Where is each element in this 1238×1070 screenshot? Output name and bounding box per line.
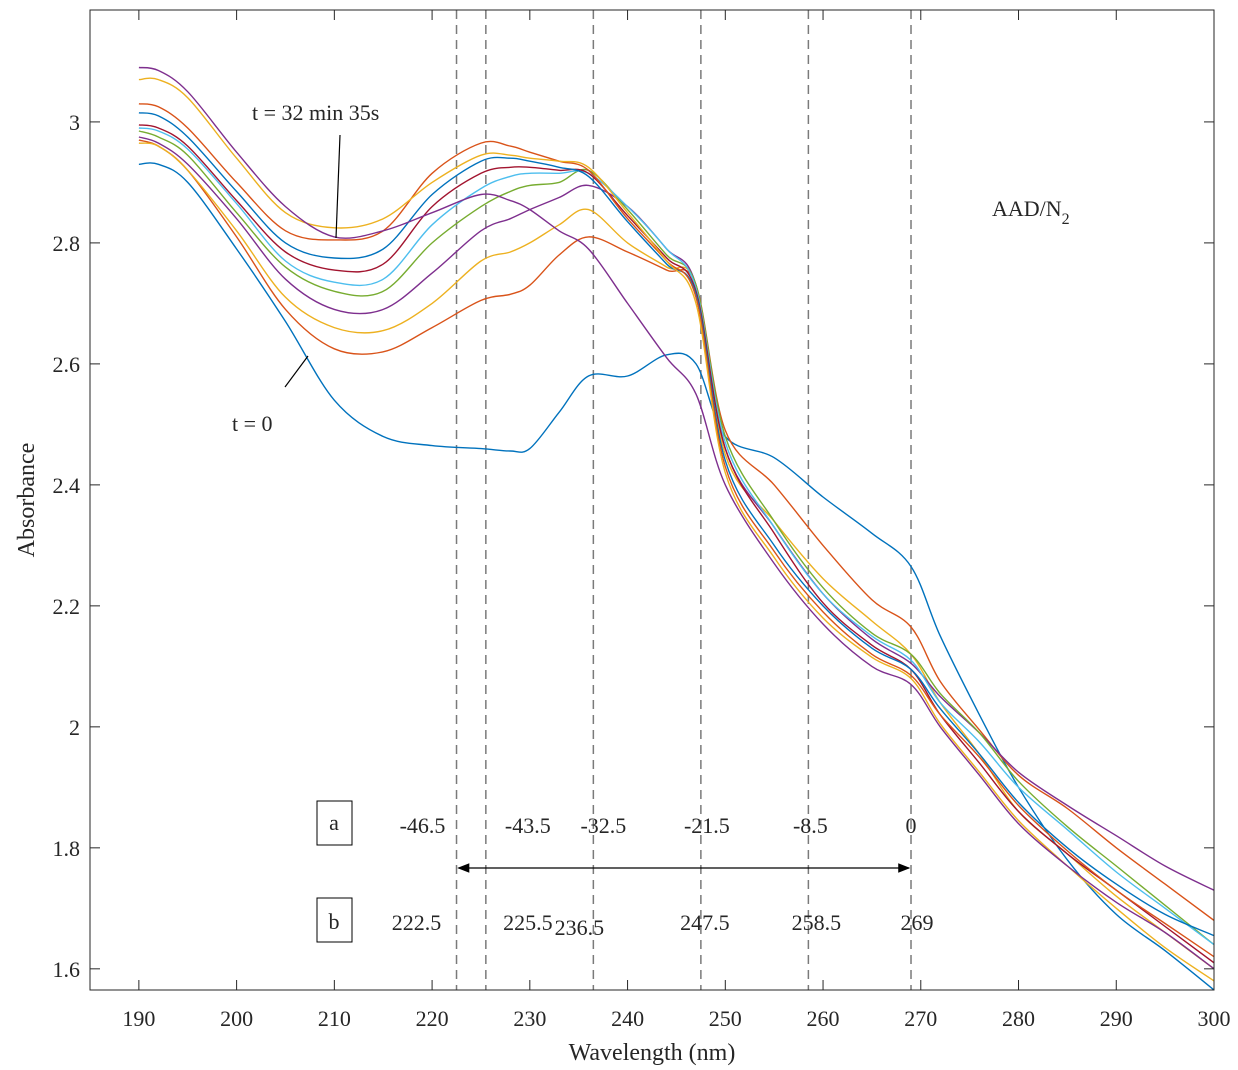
y-tick-label-0: 1.6: [53, 957, 81, 982]
row-a-values: -46.5 -43.5 -32.5 -21.5 -8.5 0: [400, 813, 917, 838]
row-b-value-1: 225.5: [503, 910, 553, 935]
annotation-top-pointer: [335, 134, 341, 239]
reference-lines: [455, 10, 912, 990]
y-tick-label-4: 2.4: [53, 473, 81, 498]
x-tick-label-11: 300: [1198, 1006, 1231, 1031]
row-a-value-1: -43.5: [505, 813, 551, 838]
x-axis-label: Wavelength (nm): [569, 1040, 736, 1066]
series-line-5: [138, 127, 1214, 946]
row-b-box: [316, 897, 353, 943]
row-b-value-3: 247.5: [680, 910, 730, 935]
series-line-0: [138, 162, 1214, 990]
x-tick-label-0: 190: [122, 1006, 155, 1031]
y-tick-label-7: 3: [69, 110, 80, 135]
series-line-2: [138, 142, 1214, 970]
x-tick-label-4: 230: [513, 1006, 546, 1031]
row-b-value-4: 258.5: [792, 910, 842, 935]
y-tick-label-3: 2.2: [53, 594, 81, 619]
series-line-8: [138, 103, 1214, 958]
row-b-values: 222.5 225.5 236.5 247.5 258.5 269: [392, 910, 934, 940]
x-tick-label-3: 220: [416, 1006, 449, 1031]
x-tick-label-10: 290: [1100, 1006, 1133, 1031]
system-label: AAD/N2: [992, 196, 1070, 228]
x-tick-label-1: 200: [220, 1006, 253, 1031]
series-line-7: [138, 112, 1214, 937]
row-a-value-2: -32.5: [580, 813, 626, 838]
x-tick-label-7: 260: [807, 1006, 840, 1031]
series-line-9: [138, 77, 1214, 982]
system-label-subscript: 2: [1062, 211, 1070, 228]
y-axis: 1.6 1.8 2 2.2 2.4 2.6 2.8 3: [53, 110, 1214, 982]
plot-frame: [89, 9, 1215, 991]
y-axis-label: Absorbance: [14, 443, 40, 558]
series-line-6: [138, 124, 1214, 964]
x-tick-label-8: 270: [904, 1006, 937, 1031]
x-tick-label-6: 250: [709, 1006, 742, 1031]
row-b-value-0: 222.5: [392, 910, 442, 935]
row-a-label: a: [329, 810, 339, 835]
spectrum-series: [138, 66, 1214, 990]
series-line-4: [138, 130, 1214, 946]
row-a-value-5: 0: [906, 813, 917, 838]
x-tick-label-2: 210: [318, 1006, 351, 1031]
y-tick-label-5: 2.6: [53, 352, 81, 377]
row-b-value-2: 236.5: [555, 915, 605, 940]
row-a-box: [316, 800, 353, 846]
annotation-bottom-curve: t = 0: [232, 411, 273, 436]
row-a-value-4: -8.5: [793, 813, 828, 838]
row-b-value-5: 269: [901, 910, 934, 935]
y-tick-label-2: 2: [69, 715, 80, 740]
x-tick-label-5: 240: [611, 1006, 644, 1031]
y-tick-label-1: 1.8: [53, 836, 81, 861]
system-label-main: AAD/N: [992, 196, 1062, 221]
row-b-label: b: [329, 909, 340, 934]
row-a-value-3: -21.5: [684, 813, 730, 838]
x-axis: 190 200 210 220 230 240 250 260 270 280 290 300: [122, 10, 1231, 1031]
row-a-value-0: -46.5: [400, 813, 446, 838]
y-tick-label-6: 2.8: [53, 231, 81, 256]
x-tick-label-9: 280: [1002, 1006, 1035, 1031]
annotation-bottom-pointer: [284, 355, 309, 388]
series-line-10: [138, 66, 1214, 970]
annotation-top-curve: t = 32 min 35s: [252, 100, 379, 125]
